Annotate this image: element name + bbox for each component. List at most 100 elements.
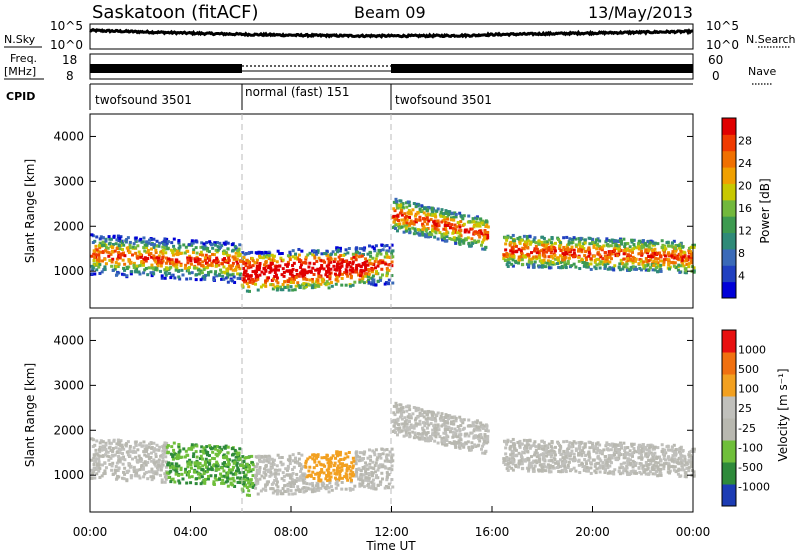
velocity-cell bbox=[523, 459, 527, 463]
power-cell bbox=[149, 247, 153, 251]
power-cell bbox=[301, 261, 305, 265]
velocity-cell bbox=[349, 469, 353, 473]
power-cell bbox=[206, 273, 210, 277]
velocity-cell bbox=[562, 449, 566, 453]
velocity-cell bbox=[414, 422, 418, 426]
power-cell bbox=[586, 265, 590, 269]
power-cell bbox=[94, 244, 98, 248]
velocity-cell bbox=[386, 453, 390, 457]
power-cell bbox=[226, 280, 230, 284]
velocity-cell bbox=[667, 467, 671, 471]
power-cell bbox=[316, 249, 320, 253]
velocity-cell bbox=[659, 463, 663, 467]
velocity-cell bbox=[249, 478, 253, 482]
power-cell bbox=[194, 246, 198, 250]
power-cell bbox=[470, 227, 474, 231]
velocity-cell bbox=[510, 458, 514, 462]
velocity-cell bbox=[111, 472, 115, 476]
power-cell bbox=[420, 208, 424, 212]
velocity-cell bbox=[638, 462, 642, 466]
velocity-cell bbox=[570, 468, 574, 472]
velocity-cell bbox=[251, 468, 255, 472]
power-cell bbox=[117, 262, 121, 266]
power-cell bbox=[394, 216, 398, 220]
power-cell bbox=[202, 247, 206, 251]
power-cell bbox=[577, 247, 581, 251]
power-cell bbox=[538, 253, 542, 257]
velocity-cell bbox=[445, 434, 449, 438]
power-cell bbox=[626, 242, 630, 246]
power-cell bbox=[294, 284, 298, 288]
velocity-cell bbox=[592, 448, 596, 452]
velocity-cell bbox=[116, 438, 120, 442]
velocity-cell bbox=[607, 459, 611, 463]
power-cell bbox=[547, 248, 551, 252]
velocity-cell bbox=[625, 451, 629, 455]
power-cell bbox=[326, 257, 330, 261]
power-cell bbox=[379, 252, 383, 256]
velocity-cell bbox=[626, 446, 630, 450]
power-cell bbox=[461, 217, 465, 221]
velocity-cell bbox=[117, 455, 121, 459]
velocity-cell bbox=[115, 476, 119, 480]
power-cell bbox=[139, 237, 143, 241]
power-cell bbox=[407, 209, 411, 213]
velocity-cell bbox=[669, 465, 673, 469]
power-cell bbox=[208, 255, 212, 259]
velocity-cell bbox=[545, 444, 549, 448]
power-cell bbox=[433, 212, 437, 216]
power-cell bbox=[392, 220, 396, 224]
velocity-cell bbox=[135, 471, 139, 475]
power-cell bbox=[425, 216, 429, 220]
power-cell bbox=[574, 243, 578, 247]
velocity-cell bbox=[543, 465, 547, 469]
power-cell bbox=[656, 257, 660, 261]
velocity-cell bbox=[564, 455, 568, 459]
velocity-cell bbox=[660, 443, 664, 447]
power-cell bbox=[436, 237, 440, 241]
velocity-cell bbox=[574, 469, 578, 473]
power-cell bbox=[413, 220, 417, 224]
power-cell bbox=[679, 264, 683, 268]
velocity-cell bbox=[335, 450, 339, 454]
power-cell bbox=[654, 256, 658, 260]
power-cell bbox=[648, 266, 652, 270]
power-cell bbox=[420, 230, 424, 234]
power-cell bbox=[276, 268, 280, 272]
power-cell bbox=[471, 241, 475, 245]
power-cell bbox=[558, 254, 562, 258]
velocity-cell bbox=[398, 415, 402, 419]
velocity-cell bbox=[473, 435, 477, 439]
velocity-cell bbox=[564, 470, 568, 474]
power-cell bbox=[288, 258, 292, 262]
velocity-cell bbox=[349, 480, 353, 484]
velocity-cell bbox=[454, 445, 458, 449]
power-cell bbox=[199, 245, 203, 249]
power-cell bbox=[459, 220, 463, 224]
power-cell bbox=[112, 235, 116, 239]
velocity-cell bbox=[306, 457, 310, 461]
power-cell bbox=[473, 231, 477, 235]
power-cell bbox=[368, 244, 372, 248]
power-cell bbox=[662, 263, 666, 267]
velocity-cell bbox=[154, 454, 158, 458]
power-cell bbox=[482, 238, 486, 242]
velocity-cell bbox=[227, 462, 231, 466]
power-cell bbox=[543, 265, 547, 269]
velocity-cell bbox=[315, 463, 319, 467]
velocity-cell bbox=[365, 463, 369, 467]
power-cell bbox=[364, 257, 368, 261]
power-cell bbox=[425, 228, 429, 232]
velocity-cell bbox=[186, 465, 190, 469]
velocity-cell bbox=[420, 408, 424, 412]
power-cell bbox=[579, 236, 583, 240]
velocity-cell bbox=[390, 447, 394, 451]
velocity-cell bbox=[503, 440, 507, 444]
velocity-cell bbox=[528, 465, 532, 469]
power-cell bbox=[363, 263, 367, 267]
power-cell bbox=[687, 246, 691, 250]
power-cell bbox=[652, 259, 656, 263]
velocity-cell bbox=[577, 453, 581, 457]
power-cell bbox=[348, 268, 352, 272]
velocity-cell bbox=[102, 447, 106, 451]
